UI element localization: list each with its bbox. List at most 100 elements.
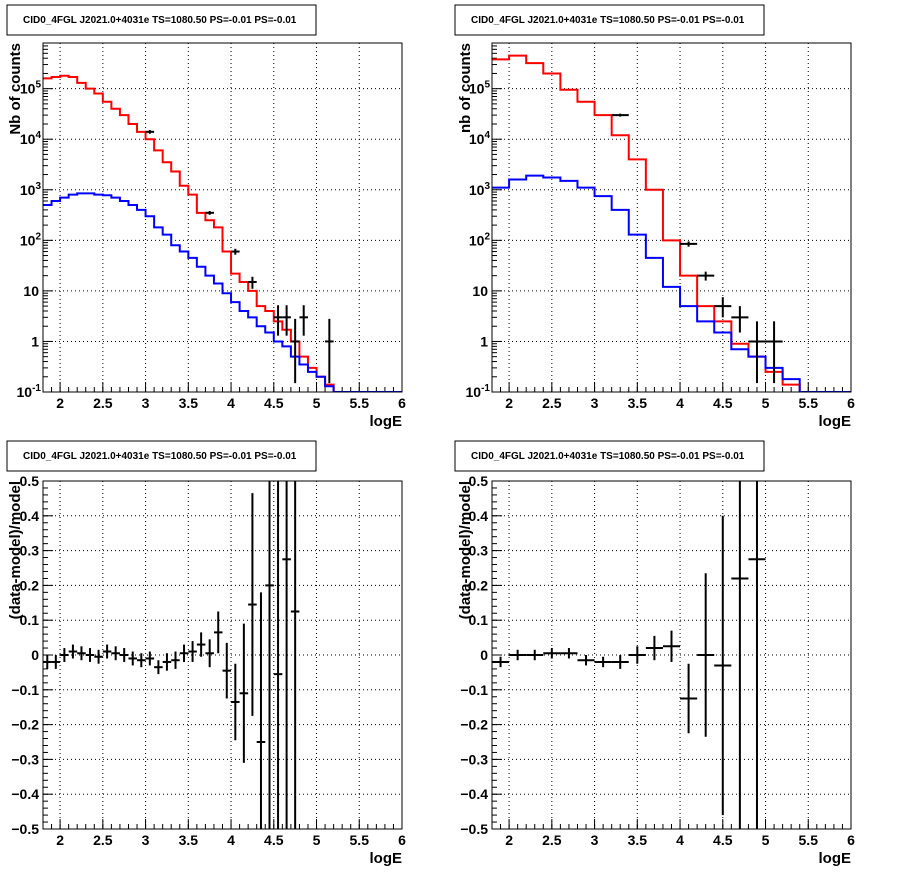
y-tick-label: −0.2 xyxy=(460,717,488,733)
x-tick-label: 4 xyxy=(227,832,235,848)
x-tick-label: 2.5 xyxy=(542,832,562,848)
y-tick-label: 0.4 xyxy=(469,508,489,524)
x-tick-label: 4.5 xyxy=(264,832,284,848)
x-tick-label: 5 xyxy=(313,832,321,848)
x-tick-label: 3 xyxy=(591,395,599,411)
pad-bottom-right-residuals: CID0_4FGL J2021.0+4031e TS=1080.50 PS=-0… xyxy=(454,440,855,867)
y-tick-label: 0.2 xyxy=(469,577,489,593)
x-tick-label: 4 xyxy=(676,832,684,848)
chart-title: CID0_4FGL J2021.0+4031e TS=1080.50 PS=-0… xyxy=(471,451,745,462)
y-tick-label: 102 xyxy=(469,231,491,248)
x-tick-label: 4 xyxy=(227,395,235,411)
y-tick-label: −0.3 xyxy=(460,751,488,767)
x-tick-label: 3.5 xyxy=(628,395,648,411)
y-tick-label: 104 xyxy=(469,130,491,147)
y-tick-label: 102 xyxy=(20,231,42,248)
y-tick-label: −0.5 xyxy=(11,821,39,837)
x-tick-label: 6 xyxy=(847,832,855,848)
x-axis-label: logE xyxy=(370,850,403,867)
y-tick-label: 105 xyxy=(469,80,491,97)
pad-top-right-counts: CID0_4FGL J2021.0+4031e TS=1080.50 PS=-0… xyxy=(454,4,855,430)
histogram-series-line xyxy=(492,174,851,392)
y-tick-label: 0 xyxy=(480,647,488,663)
x-tick-label: 6 xyxy=(398,832,406,848)
x-tick-label: 5.5 xyxy=(799,832,819,848)
x-tick-label: 2 xyxy=(505,832,513,848)
y-tick-label: 10 xyxy=(23,283,39,299)
plot-frame xyxy=(491,480,852,830)
plot-frame xyxy=(42,42,403,393)
y-tick-label: 104 xyxy=(20,130,42,147)
plot-area xyxy=(492,54,851,392)
plot-frame xyxy=(491,42,852,393)
y-tick-label: −0.4 xyxy=(11,786,39,802)
chart-title-box xyxy=(454,440,765,472)
x-tick-label: 4.5 xyxy=(264,395,284,411)
x-tick-label: 3.5 xyxy=(628,832,648,848)
y-tick-label: 0.2 xyxy=(20,577,40,593)
y-tick-label: −0.5 xyxy=(460,821,488,837)
x-tick-label: 2 xyxy=(56,832,64,848)
chart-title-box xyxy=(6,4,317,36)
x-tick-label: 3 xyxy=(591,832,599,848)
chart-title-box xyxy=(454,4,765,36)
y-axis-label: nb of counts xyxy=(457,43,474,133)
y-tick-label: −0.1 xyxy=(460,682,488,698)
x-tick-label: 2 xyxy=(56,395,64,411)
histogram-series-line xyxy=(43,192,402,392)
y-tick-label: 103 xyxy=(469,181,491,198)
plot-area xyxy=(43,74,402,392)
y-tick-label: 0.5 xyxy=(20,473,40,489)
x-tick-label: 3 xyxy=(142,395,150,411)
chart-title: CID0_4FGL J2021.0+4031e TS=1080.50 PS=-0… xyxy=(471,15,745,26)
x-tick-label: 2.5 xyxy=(93,832,113,848)
y-tick-label: 1 xyxy=(31,333,39,349)
y-tick-label: 0 xyxy=(31,647,39,663)
x-tick-label: 6 xyxy=(398,395,406,411)
y-tick-label: 0.3 xyxy=(20,543,40,559)
y-tick-label: −0.4 xyxy=(460,786,488,802)
plot-area xyxy=(492,481,766,829)
x-tick-label: 5 xyxy=(762,395,770,411)
y-tick-label: −0.2 xyxy=(11,717,39,733)
y-tick-label: 105 xyxy=(20,80,42,97)
x-tick-label: 2.5 xyxy=(93,395,113,411)
y-tick-label: 10 xyxy=(472,283,488,299)
y-tick-label: 10-1 xyxy=(17,383,42,400)
histogram-series-line xyxy=(43,74,402,392)
x-axis-label: logE xyxy=(819,413,852,430)
y-tick-label: 0.4 xyxy=(20,508,40,524)
y-tick-label: 0.3 xyxy=(469,543,489,559)
plot-frame xyxy=(42,480,403,830)
chart-title-box xyxy=(6,440,317,472)
y-tick-label: −0.3 xyxy=(11,751,39,767)
y-tick-label: 103 xyxy=(20,181,42,198)
y-tick-label: 0.1 xyxy=(20,612,40,628)
histogram-series-line xyxy=(492,54,851,392)
pad-top-left-counts: CID0_4FGL J2021.0+4031e TS=1080.50 PS=-0… xyxy=(6,4,406,430)
x-tick-label: 5.5 xyxy=(799,395,819,411)
x-tick-label: 5 xyxy=(313,395,321,411)
chart-title: CID0_4FGL J2021.0+4031e TS=1080.50 PS=-0… xyxy=(23,451,297,462)
y-tick-label: 1 xyxy=(480,333,488,349)
x-tick-label: 3.5 xyxy=(179,832,199,848)
x-tick-label: 3 xyxy=(142,832,150,848)
x-tick-label: 5.5 xyxy=(350,395,370,411)
y-axis-label: (data-model)/model xyxy=(7,481,24,619)
x-axis-label: logE xyxy=(819,850,852,867)
x-tick-label: 6 xyxy=(847,395,855,411)
x-tick-label: 2 xyxy=(505,395,513,411)
x-tick-label: 4.5 xyxy=(713,395,733,411)
y-axis-label: (data-model)/model xyxy=(457,481,474,619)
y-tick-label: −0.1 xyxy=(11,682,39,698)
chart-title: CID0_4FGL J2021.0+4031e TS=1080.50 PS=-0… xyxy=(23,15,297,26)
y-axis-label: Nb of counts xyxy=(7,43,24,135)
y-tick-label: 10-1 xyxy=(466,383,491,400)
x-axis-label: logE xyxy=(370,413,403,430)
plot-area xyxy=(43,481,300,829)
x-tick-label: 5.5 xyxy=(350,832,370,848)
x-tick-label: 3.5 xyxy=(179,395,199,411)
x-tick-label: 4.5 xyxy=(713,832,733,848)
pad-bottom-left-residuals: CID0_4FGL J2021.0+4031e TS=1080.50 PS=-0… xyxy=(6,440,406,867)
